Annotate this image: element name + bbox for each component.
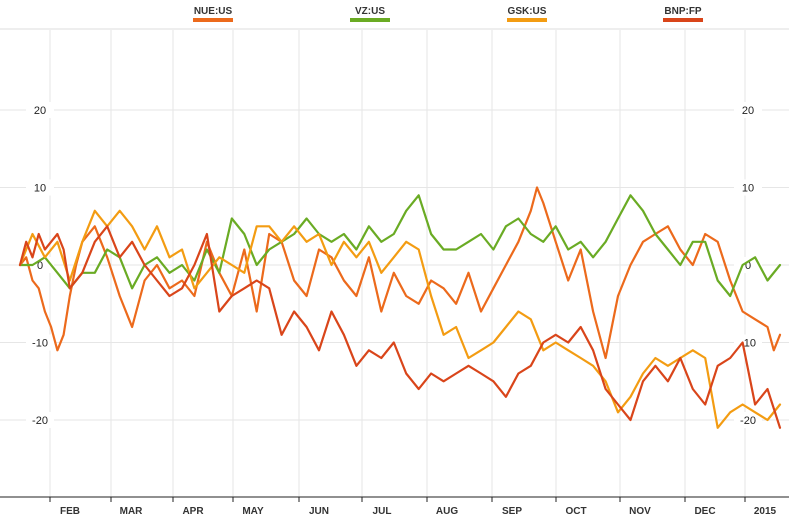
x-tick-label: OCT — [565, 506, 586, 517]
y-tick-label-left: 10 — [34, 183, 46, 195]
series-lines — [18, 186, 782, 429]
y-tick-label-right-bg — [734, 179, 762, 196]
x-tick-label: SEP — [502, 506, 522, 517]
y-tick-label-right: 20 — [742, 105, 754, 117]
x-tick-label: AUG — [436, 506, 458, 517]
y-tick-label-left-bg — [26, 334, 54, 351]
series-line-nue-us — [18, 186, 782, 360]
y-tick-label-right-bg — [734, 412, 762, 428]
series-line-bnp-fp — [18, 225, 782, 429]
x-tick-label: APR — [182, 506, 204, 517]
legend-swatch — [193, 18, 233, 22]
y-tick-label-right-bg — [734, 334, 762, 351]
legend-label: BNP:FP — [664, 6, 702, 17]
x-axis-ticks: FEB MAR APR MAY JUN JUL AUG SEP OCT NOV DEC 2015 — [49, 497, 777, 517]
y-tick-label-left-bg — [26, 102, 54, 118]
x-tick-label: JUL — [373, 506, 392, 517]
x-tick-label: NOV — [629, 506, 651, 517]
x-tick-label: DEC — [694, 506, 715, 517]
x-tick-label: 2015 — [754, 506, 777, 517]
y-tick-label-left-bg — [26, 179, 54, 196]
x-tick-label: MAY — [242, 506, 264, 517]
y-tick-label-right: -20 — [740, 415, 756, 427]
legend-label: GSK:US — [508, 6, 547, 17]
y-tick-label-right: 10 — [742, 183, 754, 195]
legend-swatch — [350, 18, 390, 22]
legend-label: NUE:US — [194, 6, 233, 17]
y-tick-label-left: -10 — [32, 338, 48, 350]
grid — [0, 30, 789, 497]
y-tick-label-left: 20 — [34, 105, 46, 117]
series-line-vz-us — [18, 194, 782, 298]
y-tick-label-left: 0 — [37, 260, 43, 272]
legend-swatch — [663, 18, 703, 22]
x-tick-label: FEB — [60, 506, 80, 517]
y-tick-label-left-bg — [26, 412, 54, 428]
y-tick-label-left: -20 — [32, 415, 48, 427]
x-tick-label: MAR — [120, 506, 144, 517]
legend-swatch — [507, 18, 547, 22]
y-tick-label-right: 0 — [745, 260, 751, 272]
y-tick-label-right-bg — [734, 102, 762, 118]
series-line-gsk-us — [18, 209, 782, 429]
x-tick-label: JUN — [309, 506, 329, 517]
legend-label: VZ:US — [355, 6, 385, 17]
legend: NUE:US VZ:US GSK:US BNP:FP — [193, 6, 703, 22]
